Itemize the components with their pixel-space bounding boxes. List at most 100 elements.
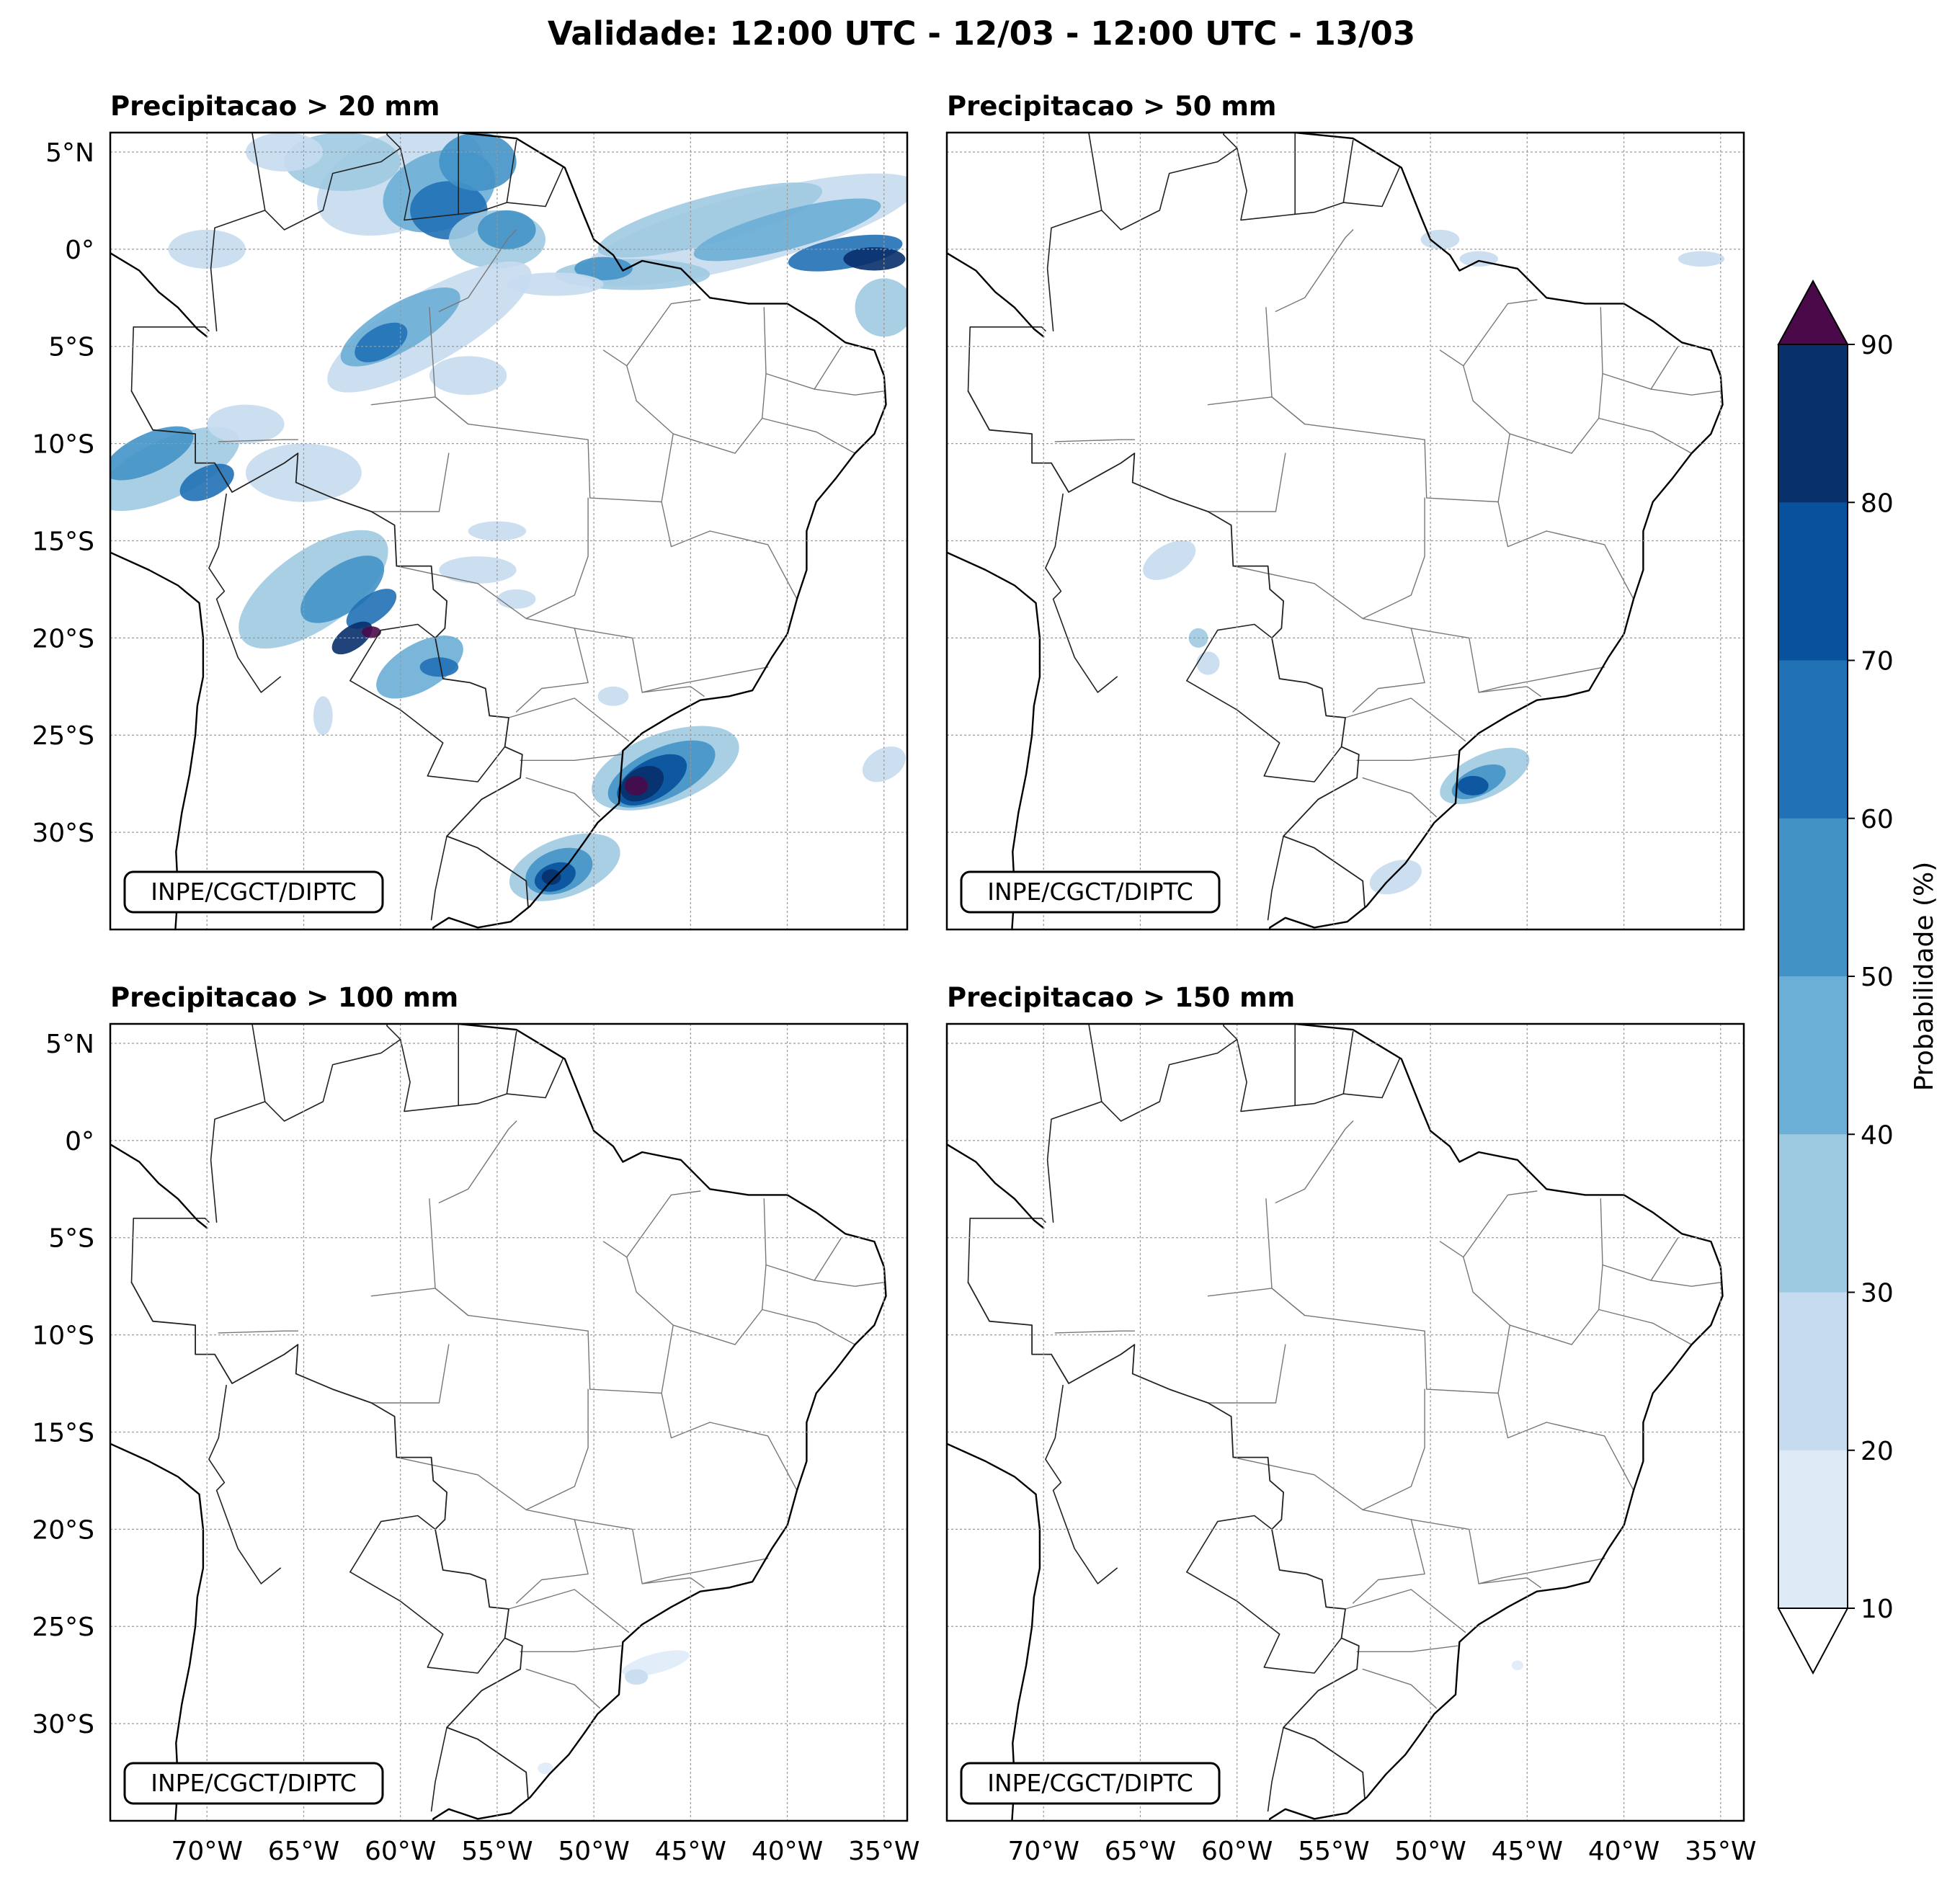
probability-area bbox=[1196, 651, 1220, 675]
state-border bbox=[1232, 1456, 1363, 1511]
state-border bbox=[1232, 565, 1363, 620]
state-border bbox=[520, 1645, 622, 1652]
map-panel: Precipitacao > 150 mm INPE/CGCT/DIPTC 70°W… bbox=[945, 982, 1756, 1866]
country-border bbox=[430, 1726, 447, 1812]
figure-title: Validade: 12:00 UTC - 12/03 - 12:00 UTC … bbox=[548, 14, 1415, 53]
lat-tick-label: 5°N bbox=[45, 138, 94, 168]
probability-area bbox=[597, 182, 823, 258]
state-border bbox=[626, 1190, 701, 1258]
panel-title: Precipitacao > 100 mm bbox=[110, 982, 458, 1013]
coastline bbox=[110, 252, 208, 338]
map-panel: Precipitacao > 100 mm INPE/CGCT/DIPTC 5°N 0… bbox=[32, 982, 919, 1866]
state-border bbox=[370, 452, 450, 512]
colorbar-segment bbox=[1778, 660, 1848, 819]
lat-tick-label: 10°S bbox=[32, 430, 94, 460]
lat-tick-label: 0° bbox=[65, 236, 94, 265]
credit-label: INPE/CGCT/DIPTC bbox=[987, 1769, 1193, 1797]
lon-tick-label: 55°W bbox=[461, 1837, 533, 1866]
coastline bbox=[432, 133, 887, 929]
country-border bbox=[208, 1384, 281, 1584]
probability-area bbox=[1457, 775, 1489, 795]
state-border bbox=[1650, 388, 1721, 396]
country-border bbox=[251, 1024, 266, 1102]
lon-tick-label: 50°W bbox=[1394, 1837, 1466, 1866]
probability-area bbox=[1420, 229, 1460, 249]
state-border bbox=[1362, 497, 1425, 620]
lat-tick-label: 5°S bbox=[48, 333, 94, 362]
lat-tick-label: 10°S bbox=[32, 1321, 94, 1351]
state-border bbox=[525, 497, 589, 620]
country-border bbox=[1342, 140, 1354, 203]
credit-label: INPE/CGCT/DIPTC bbox=[151, 1769, 357, 1797]
lon-tick-label: 65°W bbox=[268, 1837, 339, 1866]
probability-area bbox=[362, 626, 381, 638]
lon-tick-label: 40°W bbox=[1588, 1837, 1660, 1866]
state-border bbox=[1598, 1308, 1693, 1345]
state-border bbox=[1353, 1509, 1425, 1604]
probability-area bbox=[788, 234, 903, 272]
state-border bbox=[1054, 1330, 1136, 1334]
colorbar-segment bbox=[1778, 1134, 1848, 1293]
state-border bbox=[525, 1388, 589, 1511]
map-background bbox=[947, 1024, 1744, 1821]
state-border bbox=[709, 530, 798, 600]
lon-tick-label: 45°W bbox=[1492, 1837, 1563, 1866]
country-border bbox=[506, 140, 517, 203]
state-border bbox=[438, 229, 517, 312]
panel-title: Precipitacao > 20 mm bbox=[110, 91, 440, 122]
state-border bbox=[520, 754, 622, 761]
state-border bbox=[1265, 307, 1306, 425]
colorbar-tick-label: 20 bbox=[1861, 1437, 1894, 1466]
state-border bbox=[516, 1509, 589, 1604]
coastline bbox=[110, 1443, 205, 1821]
probability-area bbox=[331, 621, 373, 655]
country-border bbox=[349, 1571, 506, 1674]
coastline bbox=[947, 551, 1041, 929]
credit-box: INPE/CGCT/DIPTC bbox=[123, 1762, 384, 1805]
state-border bbox=[1478, 666, 1605, 693]
colorbar-tick-label: 10 bbox=[1861, 1595, 1894, 1624]
coastline bbox=[1268, 1024, 1724, 1821]
state-border bbox=[396, 1456, 527, 1511]
credit-box: INPE/CGCT/DIPTC bbox=[960, 870, 1221, 914]
lat-tick-label: 5°N bbox=[45, 1030, 94, 1059]
probability-area bbox=[625, 1669, 649, 1685]
colorbar-tick-label: 80 bbox=[1861, 489, 1894, 518]
country-border bbox=[1088, 1024, 1102, 1102]
state-border bbox=[525, 777, 600, 818]
probability-area bbox=[439, 556, 517, 584]
country-border bbox=[1186, 1515, 1273, 1573]
probability-area bbox=[245, 443, 362, 502]
lat-tick-label: 30°S bbox=[32, 819, 94, 848]
lon-tick-label: 70°W bbox=[172, 1837, 243, 1866]
colorbar: 10 20 30 40 50 60 70 80 90 Probabilidade (%) bbox=[1777, 279, 1939, 1675]
country-border bbox=[349, 679, 506, 783]
country-border bbox=[349, 1515, 436, 1573]
colorbar-segment bbox=[1778, 1450, 1848, 1609]
probability-area bbox=[597, 686, 629, 706]
country-border bbox=[386, 1024, 401, 1040]
country-border bbox=[1088, 133, 1102, 211]
state-border bbox=[525, 1668, 600, 1709]
state-border bbox=[762, 1308, 856, 1345]
lat-tick-label: 20°S bbox=[32, 624, 94, 654]
colorbar-tick-label: 40 bbox=[1861, 1120, 1894, 1150]
state-border bbox=[1598, 417, 1693, 454]
probability-area bbox=[207, 404, 285, 444]
probability-area bbox=[419, 657, 459, 677]
probability-area bbox=[300, 556, 385, 623]
map-frame bbox=[109, 131, 909, 931]
state-border bbox=[1345, 1589, 1466, 1633]
colorbar-segment bbox=[1778, 1292, 1848, 1451]
state-border bbox=[641, 666, 769, 693]
state-border bbox=[1353, 618, 1425, 713]
country-border bbox=[967, 390, 1366, 907]
map-panel: Precipitacao > 50 mm INPE/CGCT/DIPTC bbox=[945, 91, 1745, 931]
country-border bbox=[1267, 1726, 1284, 1812]
country-border bbox=[1045, 493, 1118, 693]
state-border bbox=[1546, 530, 1634, 600]
country-border bbox=[1046, 147, 1400, 331]
coastline bbox=[947, 252, 1045, 338]
state-border bbox=[438, 1120, 517, 1203]
colorbar-tick-label: 70 bbox=[1861, 647, 1894, 677]
